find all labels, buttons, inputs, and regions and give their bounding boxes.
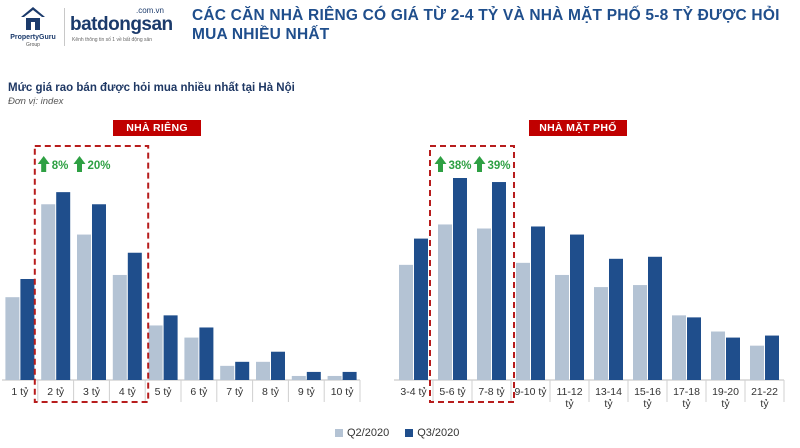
tick-label-0-7: 8 tỷ bbox=[262, 386, 280, 398]
bar-q3-1-7 bbox=[687, 317, 701, 380]
bar-q2-1-2 bbox=[477, 228, 491, 380]
annotation-label-0-0: 8% bbox=[52, 160, 69, 172]
tick-label-1-7: 17-18 tỷ bbox=[673, 386, 700, 410]
logo-name: PropertyGuru bbox=[10, 34, 56, 41]
bar-q2-0-5 bbox=[184, 337, 199, 380]
bar-q3-1-3 bbox=[531, 226, 545, 380]
annotation-label-1-0: 38% bbox=[449, 160, 472, 172]
bar-q2-0-1 bbox=[41, 204, 56, 380]
page-title: CÁC CĂN NHÀ RIÊNG CÓ GIÁ TỪ 2-4 TỶ VÀ NH… bbox=[192, 7, 780, 43]
tick-label-1-3: 9-10 tỷ bbox=[514, 386, 547, 398]
legend-label-q3: Q3/2020 bbox=[417, 427, 460, 439]
legend-item-q2: Q2/2020 bbox=[335, 427, 389, 439]
bar-q3-0-7 bbox=[271, 351, 285, 380]
tick-label-1-2: 7-8 tỷ bbox=[478, 386, 505, 398]
annotation-label-0-1: 20% bbox=[88, 160, 111, 172]
bar-q2-1-1 bbox=[438, 224, 452, 380]
tick-label-0-9: 10 tỷ bbox=[331, 386, 355, 398]
legend-label-q2: Q2/2020 bbox=[347, 427, 390, 439]
up-arrow-icon bbox=[473, 156, 486, 172]
tick-label-0-1: 2 tỷ bbox=[47, 386, 65, 398]
bar-q3-1-1 bbox=[453, 178, 467, 380]
tick-label-1-5: 13-14 tỷ bbox=[595, 386, 622, 410]
bar-q3-1-8 bbox=[726, 337, 740, 380]
panel-label-nha-rieng: NHÀ RIÊNG bbox=[113, 120, 201, 136]
logo-sub: Group bbox=[26, 42, 40, 48]
bar-q3-1-2 bbox=[492, 182, 506, 380]
bar-q3-1-9 bbox=[765, 335, 779, 380]
tick-label-0-4: 5 tỷ bbox=[155, 386, 173, 398]
unit-label: Đơn vị: index bbox=[8, 96, 64, 107]
bar-q3-0-8 bbox=[306, 371, 321, 380]
bar-q2-0-2 bbox=[77, 234, 91, 380]
legend-item-q3: Q3/2020 bbox=[405, 427, 459, 439]
up-arrow-icon bbox=[73, 156, 86, 172]
bar-q3-0-3 bbox=[127, 252, 142, 380]
logo-divider bbox=[64, 8, 65, 46]
tick-label-0-6: 7 tỷ bbox=[226, 386, 244, 398]
up-arrow-icon bbox=[434, 156, 447, 172]
bar-q2-1-3 bbox=[516, 262, 530, 380]
house-icon bbox=[21, 7, 45, 30]
highlight-box-0 bbox=[33, 145, 150, 403]
propertyguru-logo: PropertyGuru Group bbox=[8, 6, 58, 50]
bar-q2-1-5 bbox=[594, 287, 608, 380]
bar-q3-0-6 bbox=[235, 361, 250, 380]
bar-q3-0-1 bbox=[56, 192, 71, 380]
bar-q3-0-4 bbox=[163, 315, 178, 380]
annotation-label-1-1: 39% bbox=[488, 160, 511, 172]
bar-q2-0-9 bbox=[327, 375, 342, 380]
bar-q2-1-0 bbox=[399, 264, 413, 380]
highlight-box-1 bbox=[429, 145, 515, 403]
bar-q2-1-8 bbox=[711, 331, 725, 380]
bar-q3-0-5 bbox=[199, 327, 214, 380]
bar-q2-0-8 bbox=[291, 375, 306, 380]
panel-label-nha-mat-pho: NHÀ MẶT PHỐ bbox=[529, 120, 627, 136]
bar-q2-1-6 bbox=[633, 285, 647, 380]
bar-q3-1-5 bbox=[609, 258, 623, 380]
bar-q3-1-4 bbox=[570, 234, 584, 380]
legend: Q2/2020 Q3/2020 bbox=[335, 426, 475, 440]
bar-q2-0-6 bbox=[220, 365, 235, 380]
bar-q2-0-7 bbox=[256, 361, 270, 380]
tick-label-1-4: 11-12 tỷ bbox=[556, 386, 582, 410]
bar-q2-1-4 bbox=[555, 274, 569, 380]
tick-label-0-5: 6 tỷ bbox=[190, 386, 208, 398]
legend-swatch-q2 bbox=[335, 429, 343, 437]
header: PropertyGuru Group .com.vn batdongsan Kê… bbox=[0, 0, 800, 60]
logo-brand: batdongsan bbox=[70, 14, 173, 35]
batdongsan-logo: .com.vn batdongsan Kênh thông tin số 1 v… bbox=[70, 4, 173, 48]
tick-label-1-1: 5-6 tỷ bbox=[439, 386, 466, 398]
tick-label-0-3: 4 tỷ bbox=[119, 386, 137, 398]
bar-q2-0-3 bbox=[112, 274, 127, 380]
legend-swatch-q3 bbox=[405, 429, 414, 437]
logo-domain: .com.vn bbox=[135, 6, 164, 15]
bar-q2-0-4 bbox=[148, 325, 163, 380]
logo-tagline: Kênh thông tin số 1 về bất động sản bbox=[72, 37, 153, 43]
tick-label-1-8: 19-20 tỷ bbox=[712, 386, 739, 410]
bar-q2-1-7 bbox=[672, 315, 686, 380]
tick-label-0-0: 1 tỷ bbox=[11, 386, 29, 398]
tick-label-1-0: 3-4 tỷ bbox=[400, 386, 427, 398]
bar-q3-1-6 bbox=[648, 256, 662, 380]
tick-label-0-2: 3 tỷ bbox=[83, 386, 101, 398]
bar-q2-0-0 bbox=[5, 297, 20, 380]
chart-subtitle: Mức giá rao bán được hỏi mua nhiều nhất … bbox=[8, 82, 295, 94]
bar-q3-0-0 bbox=[20, 279, 35, 380]
up-arrow-icon bbox=[37, 156, 50, 172]
tick-label-1-9: 21-22 tỷ bbox=[751, 386, 778, 410]
tick-label-1-6: 15-16 tỷ bbox=[634, 386, 661, 410]
bar-q3-0-9 bbox=[342, 371, 357, 380]
bar-q2-1-9 bbox=[750, 345, 764, 380]
tick-label-0-8: 9 tỷ bbox=[298, 386, 316, 398]
bar-q3-0-2 bbox=[92, 204, 106, 380]
bar-q3-1-0 bbox=[414, 238, 428, 380]
